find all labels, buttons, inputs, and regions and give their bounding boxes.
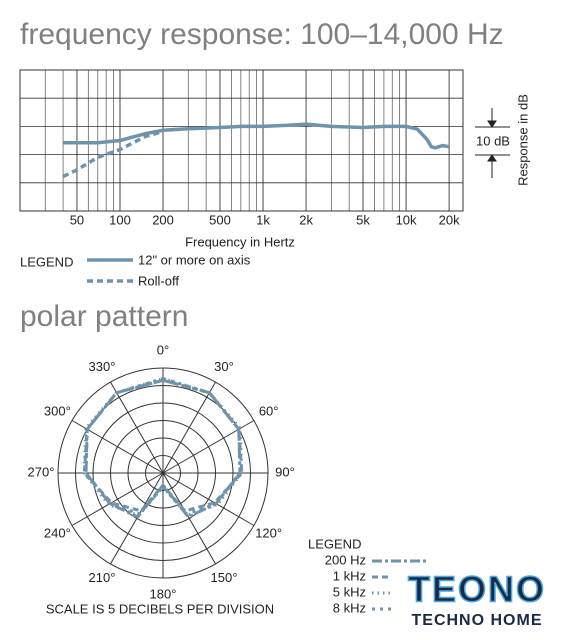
- legend-title: LEGEND: [20, 254, 73, 269]
- scale-annotation: 10 dB: [476, 133, 510, 148]
- logo-background: [392, 572, 562, 634]
- angle-label: 90°: [275, 464, 295, 479]
- legend-label: Roll-off: [138, 273, 179, 288]
- chart-title: polar pattern: [20, 300, 188, 333]
- grid-spoke: [110, 472, 164, 565]
- x-tick-label: 2k: [299, 212, 313, 227]
- grid-spoke: [162, 381, 216, 474]
- legend-label: 12" or more on axis: [138, 252, 251, 267]
- angle-label: 0°: [157, 342, 169, 357]
- grid-spoke: [71, 472, 164, 526]
- x-tick-label: 10k: [396, 212, 417, 227]
- angle-label: 300°: [44, 403, 71, 418]
- x-tick-label: 500: [209, 212, 231, 227]
- angle-label: 330°: [89, 359, 116, 374]
- legend-label: 200 Hz: [325, 552, 366, 567]
- angle-label: 120°: [255, 525, 282, 540]
- grid-spoke: [110, 381, 164, 474]
- legend-title: LEGEND: [308, 536, 361, 551]
- x-tick-label: 20k: [439, 212, 460, 227]
- angle-label: 60°: [259, 403, 279, 418]
- angle-label: 270°: [28, 464, 55, 479]
- grid-spoke: [162, 472, 216, 565]
- angle-label: 150°: [211, 570, 238, 585]
- x-tick-label: 100: [109, 212, 131, 227]
- series-line: [62, 129, 164, 179]
- angle-label: 180°: [150, 586, 177, 601]
- series-line: [63, 122, 450, 150]
- x-axis-label: Frequency in Hertz: [185, 234, 295, 249]
- legend-label: 5 kHz: [333, 584, 366, 599]
- scale-bar: [475, 108, 510, 178]
- y-axis-label: Response in dB: [515, 94, 530, 186]
- legend-label: 1 kHz: [333, 568, 366, 583]
- plot-frame: [19, 69, 464, 212]
- logo-brand: TEONO: [408, 569, 546, 610]
- x-tick-label: 50: [70, 212, 84, 227]
- logo-tagline: TECHNO HOME: [412, 612, 543, 629]
- scale-note: SCALE IS 5 DECIBELS PER DIVISION: [46, 601, 274, 616]
- grid-spoke: [162, 472, 255, 526]
- x-tick-label: 200: [152, 212, 174, 227]
- legend-label: 8 kHz: [333, 600, 366, 615]
- polar-line: [84, 376, 242, 516]
- angle-label: 240°: [44, 525, 71, 540]
- angle-label: 210°: [89, 570, 116, 585]
- x-tick-label: 5k: [356, 212, 370, 227]
- angle-label: 30°: [214, 359, 234, 374]
- x-tick-label: 1k: [256, 212, 270, 227]
- chart-title: frequency response: 100–14,000 Hz: [20, 18, 504, 51]
- logo: TEONO TECHNO HOME: [392, 568, 562, 634]
